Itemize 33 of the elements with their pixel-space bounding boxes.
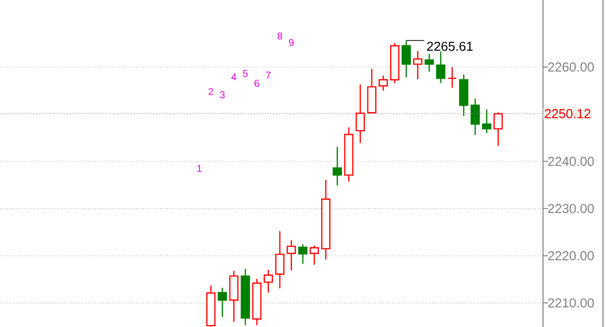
text: 1	[197, 164, 202, 172]
candlestick	[424, 53, 434, 72]
candlestick	[413, 50, 422, 80]
annotation: 2	[208, 88, 214, 96]
annotation: 8	[278, 32, 282, 40]
candlestick	[436, 50, 446, 84]
y-tick-label: 2230.00	[548, 204, 594, 214]
candlestick	[332, 146, 342, 186]
candlestick	[275, 230, 284, 289]
candlestick	[494, 112, 503, 146]
candlestick	[264, 269, 273, 294]
candlestick	[378, 74, 388, 92]
candlestick	[286, 240, 296, 271]
candlestick	[448, 66, 457, 88]
ref-line-label: 2250.12	[544, 109, 590, 118]
y-tick-label: 2240.00	[548, 156, 594, 166]
y-tick-label: 2210.00	[548, 298, 594, 308]
annotation: 6	[254, 80, 260, 87]
y-tick-label: 2260.00	[548, 62, 594, 72]
annotation: 4	[231, 73, 236, 80]
annotation: 2265.61	[427, 42, 473, 51]
y-tick-label: 2220.00	[548, 251, 594, 260]
candlestick	[402, 40, 411, 78]
candlestick	[482, 108, 492, 134]
candlestick	[470, 98, 480, 136]
annotation: 3	[220, 91, 225, 98]
annotation: 9	[289, 38, 294, 46]
candlestick	[356, 84, 365, 144]
annotation: 7	[266, 72, 271, 79]
candlestick	[310, 244, 319, 266]
candlestick	[218, 287, 227, 318]
annotation: 5	[242, 70, 248, 78]
candlestick	[298, 244, 308, 264]
